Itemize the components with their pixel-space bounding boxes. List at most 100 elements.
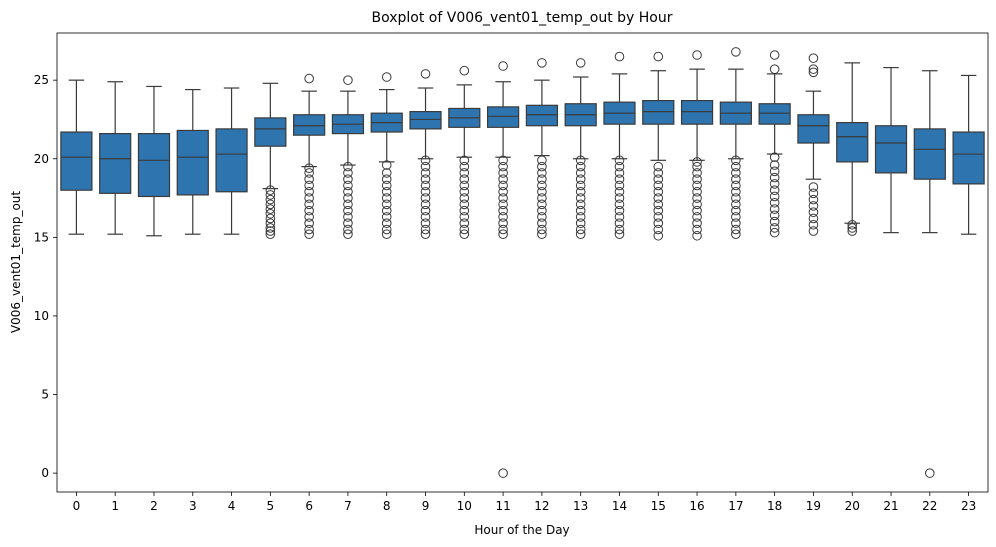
outlier-point bbox=[847, 223, 858, 233]
outlier-point bbox=[769, 185, 780, 195]
outlier-point bbox=[653, 199, 664, 210]
outlier-point bbox=[653, 186, 664, 197]
outlier-point bbox=[575, 218, 586, 229]
outlier-point bbox=[498, 193, 508, 203]
outlier-point bbox=[537, 218, 547, 229]
outlier-point bbox=[459, 65, 470, 76]
outlier-point bbox=[614, 229, 625, 240]
box-hour-19 bbox=[797, 53, 830, 236]
outlier-point bbox=[808, 194, 819, 205]
outlier-point bbox=[381, 168, 392, 178]
outlier-point bbox=[304, 163, 314, 173]
y-tick-label: 20 bbox=[34, 152, 49, 166]
outlier-point bbox=[420, 193, 431, 203]
outlier-point bbox=[459, 161, 470, 172]
box-hour-11 bbox=[486, 61, 520, 478]
x-tick-label: 4 bbox=[228, 499, 236, 513]
outlier-point bbox=[575, 58, 586, 68]
outlier-point bbox=[459, 180, 470, 191]
iqr-box bbox=[99, 133, 132, 194]
outlier-point bbox=[343, 199, 353, 210]
outlier-point bbox=[769, 204, 780, 214]
outlier-point bbox=[614, 199, 625, 210]
outlier-point bbox=[420, 229, 431, 240]
plot-frame bbox=[56, 32, 989, 493]
outlier-point bbox=[731, 186, 741, 197]
outlier-point bbox=[459, 155, 470, 166]
outlier-point bbox=[498, 218, 508, 229]
chart-title: Boxplot of V006_vent01_temp_out by Hour bbox=[372, 10, 673, 26]
outlier-point bbox=[265, 213, 276, 224]
outlier-point bbox=[692, 50, 702, 60]
outlier-point bbox=[381, 229, 392, 240]
iqr-box bbox=[215, 128, 248, 193]
box-hour-17 bbox=[719, 47, 752, 240]
outlier-point bbox=[537, 161, 547, 172]
outlier-point bbox=[498, 205, 508, 216]
y-tick-label: 5 bbox=[41, 388, 49, 402]
outlier-point bbox=[575, 229, 586, 240]
outlier-point bbox=[304, 180, 314, 191]
outlier-point bbox=[537, 180, 547, 191]
box-hour-12 bbox=[525, 58, 559, 240]
outlier-point bbox=[575, 174, 586, 184]
outlier-point bbox=[537, 186, 547, 197]
outlier-point bbox=[692, 230, 702, 241]
outlier-point bbox=[304, 168, 314, 178]
outlier-point bbox=[420, 205, 431, 216]
outlier-point bbox=[343, 174, 353, 184]
x-tick-label: 19 bbox=[806, 499, 821, 513]
outlier-point bbox=[498, 155, 508, 166]
x-tick-label: 5 bbox=[267, 499, 275, 513]
box-hour-8 bbox=[370, 72, 403, 240]
outlier-point bbox=[420, 186, 431, 197]
outlier-point bbox=[731, 180, 741, 191]
outlier-point bbox=[614, 161, 625, 172]
outlier-point bbox=[304, 199, 314, 210]
outlier-point bbox=[769, 227, 780, 238]
outlier-point bbox=[575, 168, 586, 178]
iqr-box bbox=[254, 117, 287, 147]
outlier-point bbox=[304, 73, 314, 84]
outlier-point bbox=[731, 218, 741, 229]
outlier-point bbox=[498, 468, 508, 478]
outlier-point bbox=[731, 193, 741, 203]
outlier-point bbox=[265, 185, 276, 195]
outlier-point bbox=[265, 229, 276, 240]
x-tick-label: 20 bbox=[845, 499, 860, 513]
x-tick-label: 23 bbox=[961, 499, 976, 513]
outlier-point bbox=[265, 208, 276, 219]
outlier-point bbox=[808, 201, 819, 211]
x-tick-label: 11 bbox=[495, 499, 510, 513]
outlier-point bbox=[769, 179, 780, 189]
outlier-point bbox=[614, 174, 625, 184]
x-tick-label: 8 bbox=[383, 499, 391, 513]
outlier-point bbox=[614, 224, 625, 235]
iqr-box bbox=[176, 129, 209, 196]
box-hour-22 bbox=[913, 70, 946, 478]
outlier-point bbox=[459, 212, 470, 222]
outlier-point bbox=[343, 180, 353, 191]
outlier-point bbox=[614, 218, 625, 229]
iqr-box bbox=[525, 104, 559, 127]
outlier-point bbox=[381, 212, 392, 222]
outlier-point bbox=[498, 174, 508, 184]
outlier-point bbox=[420, 155, 431, 166]
outlier-point bbox=[692, 180, 702, 191]
box-hour-15 bbox=[642, 51, 675, 241]
x-tick-label: 22 bbox=[922, 499, 937, 513]
outlier-point bbox=[769, 223, 780, 233]
outlier-point bbox=[537, 224, 547, 235]
outlier-point bbox=[653, 193, 664, 203]
outlier-point bbox=[692, 193, 702, 203]
x-tick-label: 13 bbox=[573, 499, 588, 513]
outlier-point bbox=[304, 224, 314, 235]
x-tick-label: 16 bbox=[689, 499, 704, 513]
box-hour-16 bbox=[680, 50, 714, 241]
outlier-point bbox=[731, 229, 741, 240]
outlier-point bbox=[265, 223, 276, 233]
outlier-point bbox=[692, 224, 702, 235]
outlier-point bbox=[304, 218, 314, 229]
x-tick-label: 17 bbox=[728, 499, 743, 513]
